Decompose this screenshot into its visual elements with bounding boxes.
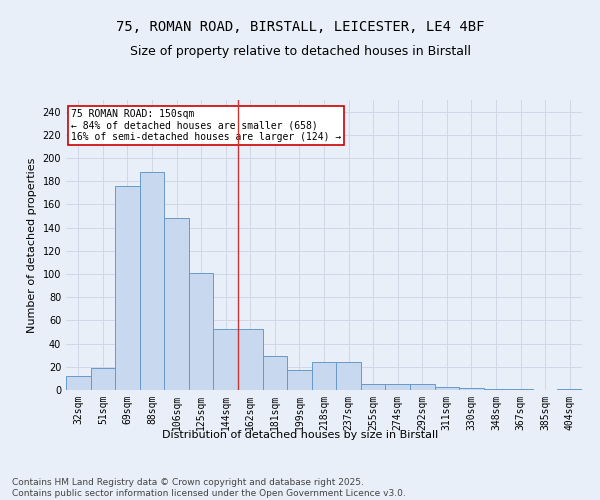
Bar	[238, 328, 263, 390]
Bar	[164, 218, 189, 390]
Bar	[361, 384, 385, 390]
Bar	[557, 389, 582, 390]
Bar	[508, 389, 533, 390]
Bar	[115, 186, 140, 390]
Text: Distribution of detached houses by size in Birstall: Distribution of detached houses by size …	[162, 430, 438, 440]
Y-axis label: Number of detached properties: Number of detached properties	[27, 158, 37, 332]
Bar	[312, 362, 336, 390]
Bar	[91, 368, 115, 390]
Bar	[385, 384, 410, 390]
Bar	[484, 389, 508, 390]
Text: Contains HM Land Registry data © Crown copyright and database right 2025.
Contai: Contains HM Land Registry data © Crown c…	[12, 478, 406, 498]
Bar	[189, 273, 214, 390]
Bar	[336, 362, 361, 390]
Bar	[214, 328, 238, 390]
Bar	[459, 388, 484, 390]
Bar	[140, 172, 164, 390]
Bar	[434, 386, 459, 390]
Text: Size of property relative to detached houses in Birstall: Size of property relative to detached ho…	[130, 45, 470, 58]
Bar	[66, 376, 91, 390]
Text: 75 ROMAN ROAD: 150sqm
← 84% of detached houses are smaller (658)
16% of semi-det: 75 ROMAN ROAD: 150sqm ← 84% of detached …	[71, 108, 341, 142]
Text: 75, ROMAN ROAD, BIRSTALL, LEICESTER, LE4 4BF: 75, ROMAN ROAD, BIRSTALL, LEICESTER, LE4…	[116, 20, 484, 34]
Bar	[410, 384, 434, 390]
Bar	[263, 356, 287, 390]
Bar	[287, 370, 312, 390]
